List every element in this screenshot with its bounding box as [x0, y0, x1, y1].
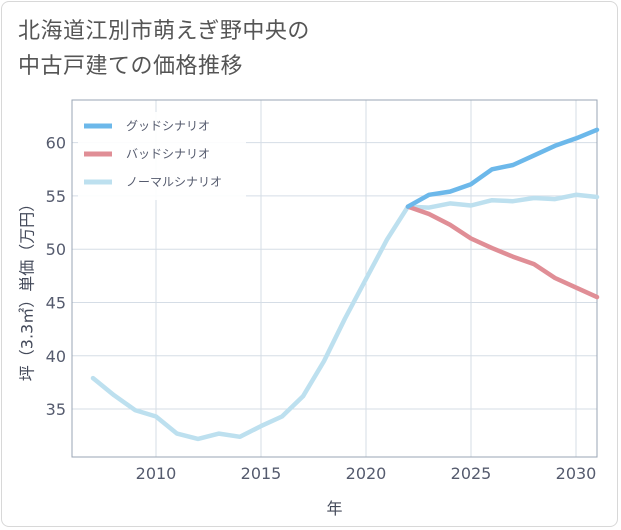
legend-label: ノーマルシナリオ [126, 175, 222, 189]
x-axis-ticks: 2010 2015 2020 2025 2030 [136, 464, 597, 483]
series-line-2 [90, 192, 600, 442]
x-tick-label: 2010 [136, 464, 177, 483]
series-line-1 [405, 204, 600, 300]
series-line-0 [405, 127, 600, 209]
x-tick-label: 2030 [556, 464, 597, 483]
y-tick-label: 45 [46, 293, 66, 312]
chart-title-line-1: 北海道江別市萌えぎ野中央の [18, 19, 310, 44]
x-tick-label: 2025 [451, 464, 492, 483]
x-tick-label: 2020 [346, 464, 387, 483]
y-axis-label: 坪（3.3㎡）単価（万円） [18, 196, 37, 381]
y-tick-label: 55 [46, 187, 66, 206]
y-tick-label: 35 [46, 400, 66, 419]
y-tick-label: 60 [46, 134, 66, 153]
y-tick-label: 40 [46, 347, 66, 366]
legend-label: グッドシナリオ [126, 119, 210, 133]
chart-title-line-2: 中古戸建ての価格推移 [18, 54, 244, 79]
x-axis-label: 年 [326, 499, 342, 518]
y-axis-ticks: 35 40 45 50 55 60 [46, 134, 66, 419]
x-tick-label: 2015 [241, 464, 282, 483]
legend-label: バッドシナリオ [126, 147, 210, 161]
chart-title: 北海道江別市萌えぎ野中央の 中古戸建ての価格推移 [18, 14, 310, 84]
series-lines [90, 127, 600, 442]
y-tick-label: 50 [46, 240, 66, 259]
plot-area-frame [71, 99, 598, 458]
